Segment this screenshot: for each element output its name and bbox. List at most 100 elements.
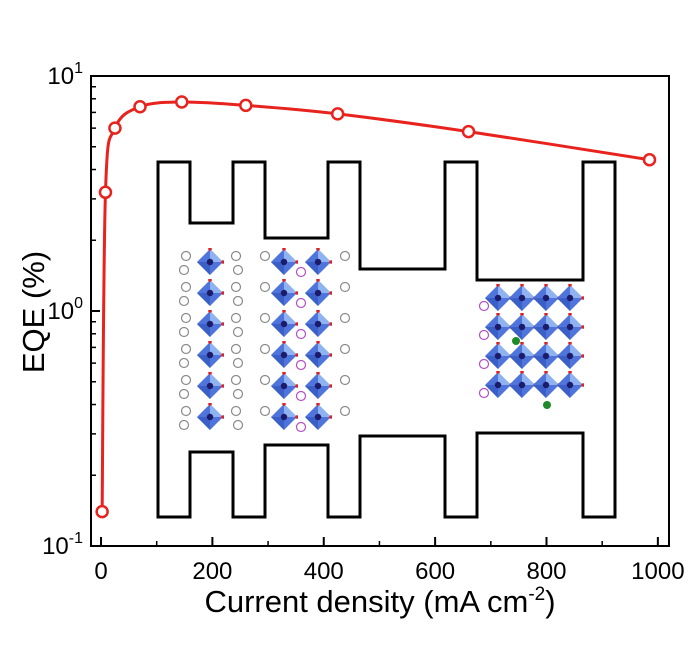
organic-ring	[295, 328, 307, 340]
organic-ring	[178, 326, 190, 338]
organic-ring	[339, 405, 351, 417]
x-tick-label: 800	[526, 558, 566, 585]
perovskite-layer-right	[478, 284, 584, 399]
x-tick-label: 0	[94, 558, 107, 585]
octahedron	[305, 341, 332, 368]
octahedron	[197, 279, 224, 306]
organic-ring	[178, 388, 190, 400]
octahedron	[271, 248, 298, 275]
x-tick-label: 1000	[631, 558, 684, 585]
y-tick-label: 100	[47, 295, 83, 325]
organic-ring	[180, 343, 192, 355]
organic-ring	[232, 295, 244, 307]
organic-ring	[180, 312, 192, 324]
organic-ring	[295, 421, 307, 433]
y-tick-label: 101	[47, 60, 83, 90]
organic-ring	[178, 264, 190, 276]
organic-ring	[259, 250, 271, 262]
organic-ring	[259, 281, 271, 293]
organic-ring	[259, 343, 271, 355]
organic-ring	[230, 281, 242, 293]
organic-ring	[339, 312, 351, 324]
octahedron	[509, 284, 536, 311]
data-point	[175, 95, 189, 109]
perovskite-layer-left	[178, 248, 244, 431]
data-point	[642, 153, 657, 167]
octahedron	[305, 279, 332, 306]
organic-ring	[180, 374, 192, 386]
octahedron	[557, 313, 584, 340]
data-point	[239, 98, 253, 113]
data-point	[98, 185, 113, 200]
octahedron	[485, 313, 512, 340]
octahedron	[509, 371, 536, 398]
x-tick-label: 600	[415, 558, 455, 585]
octahedron	[271, 341, 298, 368]
octahedron	[509, 342, 536, 369]
inset-structure-illustration	[156, 160, 617, 519]
octahedron	[533, 313, 560, 340]
octahedron	[485, 284, 512, 311]
x-tick-label: 200	[192, 558, 232, 585]
octahedron	[271, 310, 298, 337]
octahedron	[485, 371, 512, 398]
points-layer	[95, 95, 657, 519]
organic-ring	[259, 405, 271, 417]
octahedron	[557, 371, 584, 398]
y-tick-label: 10-1	[42, 530, 83, 560]
data-point	[95, 504, 109, 519]
octahedron	[271, 403, 298, 430]
data-point	[108, 121, 122, 135]
organic-ring	[230, 312, 242, 324]
organic-ring	[232, 357, 244, 369]
octahedron	[197, 372, 224, 399]
octahedron	[557, 342, 584, 369]
organic-ring	[295, 359, 307, 371]
organic-ring	[478, 387, 490, 399]
organic-ring	[180, 405, 192, 417]
octahedron	[305, 310, 332, 337]
data-point	[461, 124, 476, 139]
organic-ring	[232, 264, 244, 276]
organic-ring	[230, 405, 242, 417]
organic-ring	[230, 374, 242, 386]
cation-dot	[512, 337, 520, 345]
octahedron	[533, 371, 560, 398]
organic-ring	[232, 388, 244, 400]
x-tick-label: 400	[304, 558, 344, 585]
organic-ring	[230, 250, 242, 262]
organic-ring	[232, 419, 244, 431]
octahedron	[305, 372, 332, 399]
octahedron	[197, 248, 224, 275]
organic-ring	[180, 250, 192, 262]
organic-ring	[178, 357, 190, 369]
organic-ring	[478, 358, 490, 370]
organic-ring	[295, 390, 307, 402]
y-axis-title: EQE (%)	[16, 251, 51, 373]
organic-ring	[339, 343, 351, 355]
cation-dot	[543, 401, 551, 409]
octahedron	[557, 284, 584, 311]
y-axis-ticks: 101 100 10-1	[42, 60, 100, 560]
octahedron	[197, 341, 224, 368]
organic-ring	[180, 281, 192, 293]
x-axis-title: Current density (mA cm-2)	[204, 584, 555, 619]
organic-ring	[259, 312, 271, 324]
organic-ring	[178, 295, 190, 307]
octahedron	[197, 310, 224, 337]
octahedron	[271, 372, 298, 399]
octahedron	[197, 403, 224, 430]
organic-ring	[295, 266, 307, 278]
x-axis-ticks: 0 200 400 600 800 1000	[94, 537, 685, 585]
inset-device-outline	[156, 160, 617, 519]
organic-ring	[339, 250, 351, 262]
octahedron	[509, 313, 536, 340]
organic-ring	[178, 419, 190, 431]
organic-ring	[232, 326, 244, 338]
organic-ring	[295, 297, 307, 309]
data-point	[330, 107, 345, 121]
perovskite-layer-middle	[259, 248, 351, 433]
organic-ring	[339, 374, 351, 386]
organic-ring	[478, 300, 490, 312]
